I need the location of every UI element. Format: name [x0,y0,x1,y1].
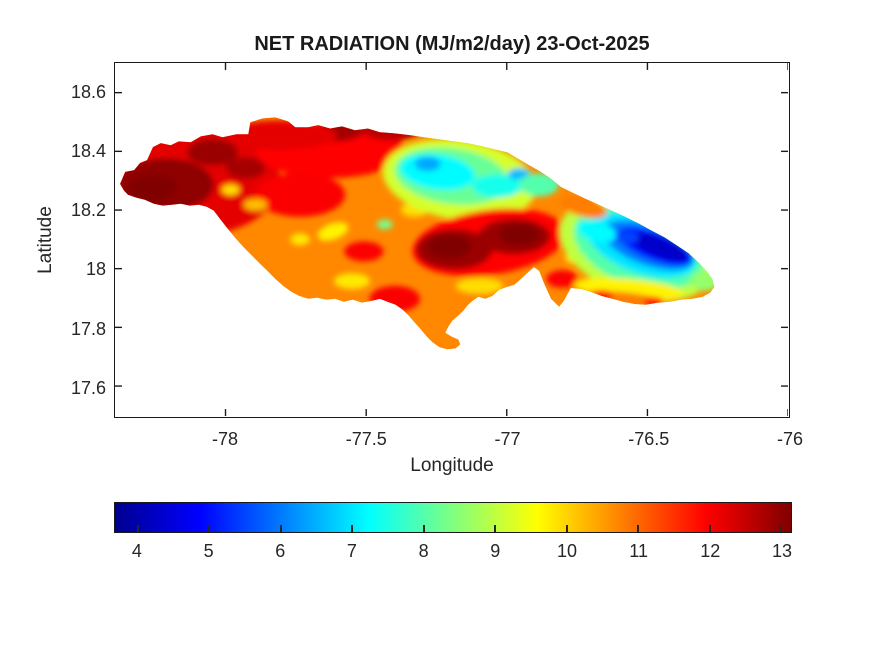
contour-blob [376,219,393,230]
x-axis-label: Longitude [410,455,494,476]
colorbar-tick-mark [351,525,354,532]
colorbar-tick-label: 7 [346,541,357,561]
colorbar-tick-label: 4 [131,541,142,561]
contour-blob [690,271,715,292]
contour-blob [223,120,337,150]
colorbar-tick-mark [136,525,139,532]
colorbar-tick-label: 8 [418,541,429,561]
colorbar-tick-mark [637,525,640,532]
contour-blob [589,290,613,302]
contour-blob [471,174,523,198]
y-tick-label: 18.6 [70,81,106,102]
contour-blob [632,232,689,262]
y-tick-label: 18 [85,259,106,280]
contour-blob [290,233,310,246]
contour-blob [614,231,639,244]
contour-blob [187,139,238,166]
contour-blob [414,156,441,171]
colorbar-tick-label: 9 [490,541,501,561]
contour-blob [225,157,266,179]
contour-blob [221,184,240,195]
contour-blob [577,220,616,243]
colorbar-tick-mark [422,525,425,532]
colorbar [114,502,792,533]
y-tick-label: 18.2 [70,200,106,221]
y-tick-label: 17.6 [70,377,106,398]
colorbar-tick-mark [565,525,568,532]
x-tick-label: -77.5 [345,429,387,449]
colorbar-tick-label: 6 [275,541,286,561]
colorbar-tick-label: 13 [771,541,792,561]
colorbar-tick-mark [208,525,211,532]
y-axis-label: Latitude [35,206,56,274]
colorbar-tick-label: 11 [629,541,648,561]
colorbar-tick-label: 5 [203,541,214,561]
contour-map-jamaica [115,63,788,416]
y-tick-label: 17.8 [70,318,106,339]
contour-blob [546,270,579,288]
plot-area [114,62,790,418]
colorbar-tick-mark [279,525,282,532]
colorbar-tick-label: 12 [700,541,721,561]
y-tick-label: 18.4 [70,141,106,162]
contour-blob [317,222,349,241]
contour-blob [362,120,422,141]
x-tick-label: -76 [776,429,803,449]
colorbar-tick-label: 10 [556,541,577,561]
colorbar-tick-mark [708,525,711,532]
contour-blob [129,175,177,201]
contour-blob [643,296,664,307]
x-tick-label: -76.5 [628,429,670,449]
contour-blob [334,273,371,289]
contour-blob [519,173,559,197]
colorbar-tick-mark [779,525,782,532]
contour-blob [243,198,268,211]
plot-title: NET RADIATION (MJ/m2/day) 23-Oct-2025 [254,33,650,55]
contour-blob [255,172,346,217]
contour-blob [427,234,472,259]
x-tick-label: -78 [212,429,239,449]
x-tick-label: -77 [494,429,521,449]
contour-blob [499,223,539,246]
contour-blob [369,285,421,313]
contour-blob [344,241,384,262]
colorbar-tick-mark [494,525,497,532]
contour-blob [455,278,504,294]
